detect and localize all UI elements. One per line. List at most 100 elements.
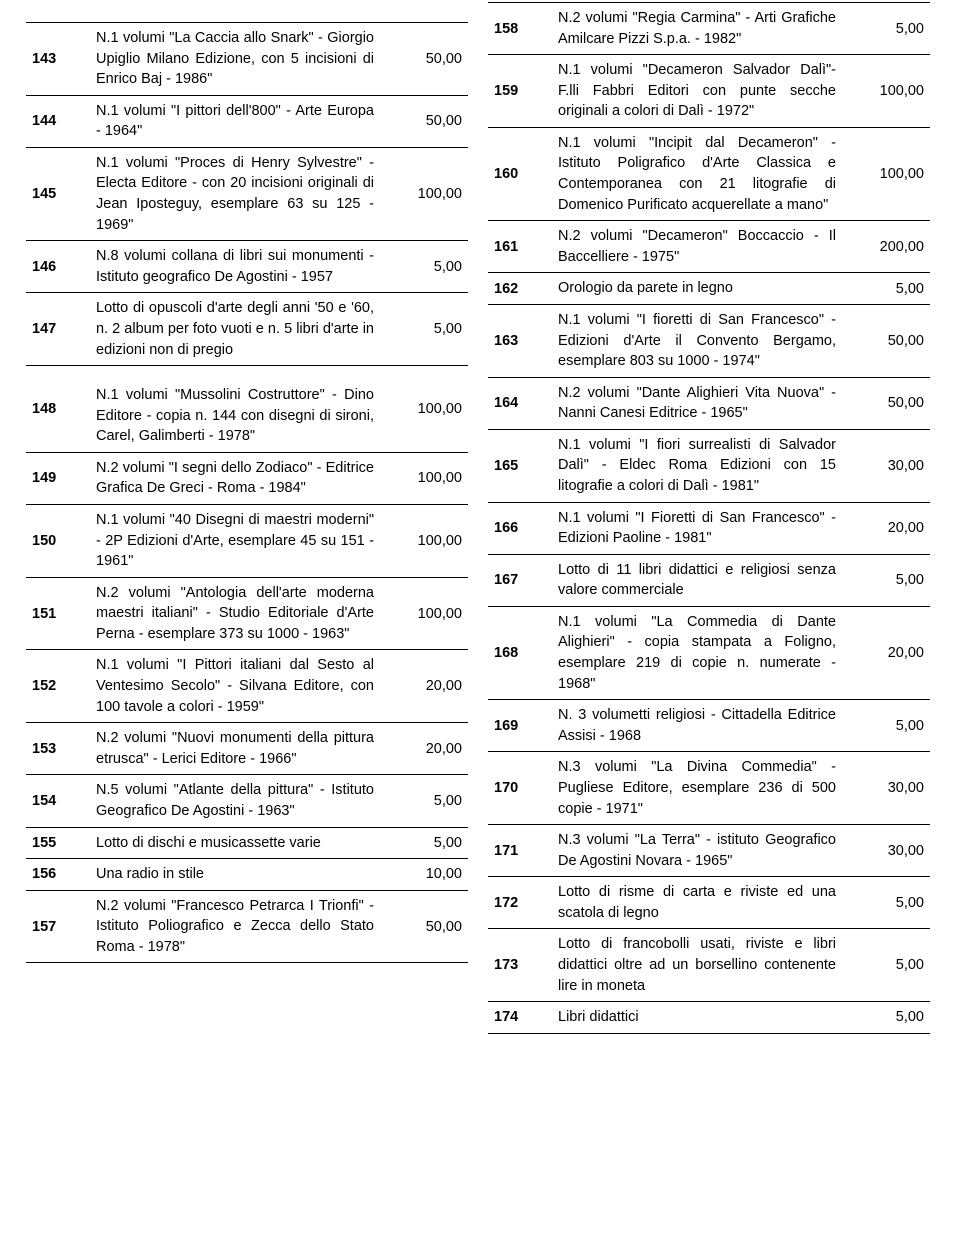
lot-price: 30,00: [842, 458, 930, 474]
lot-price: 5,00: [842, 21, 930, 37]
lot-price: 100,00: [380, 606, 468, 622]
lot-description: N.1 volumi "Proces di Henry Sylvestre" -…: [88, 151, 380, 237]
lot-number-cell: 147: [26, 321, 88, 337]
lot-price: 100,00: [380, 470, 468, 486]
lot-number-cell: 149: [26, 470, 88, 486]
lot-number-cell: 150: [26, 533, 88, 549]
lot-number-cell: 148: [26, 401, 88, 417]
lot-price: 20,00: [842, 645, 930, 661]
lot-row: 144 N.1 volumi "I pittori dell'800" - Art…: [26, 96, 468, 148]
lot-price: 100,00: [380, 401, 468, 417]
lot-description: N.1 volumi "La Commedia di Dante Alighie…: [550, 610, 842, 696]
lot-number-cell: 146: [26, 259, 88, 275]
lot-number: 169: [488, 718, 518, 734]
lot-description: N.2 volumi "Nuovi monumenti della pittur…: [88, 726, 380, 771]
lot-description: N.2 volumi "Dante Alighieri Vita Nuova" …: [550, 381, 842, 426]
lot-row: 148 N.1 volumi "Mussolini Costruttore" - …: [26, 366, 468, 453]
lot-number-cell: 144: [26, 113, 88, 129]
lot-description: N.1 volumi "La Caccia allo Snark" - Gior…: [88, 26, 380, 92]
lot-number-cell: 143: [26, 51, 88, 67]
lot-number-cell: 164: [488, 395, 550, 411]
lot-description: Libri didattici: [550, 1005, 842, 1030]
lot-row: 169 N. 3 volumetti religiosi - Cittadella…: [488, 700, 930, 752]
lot-row: 166N.1 volumi "I Fioretti di San Frances…: [488, 503, 930, 555]
lot-row: 174Libri didattici5,00: [488, 1002, 930, 1034]
lot-row: 164N.2 volumi "Dante Alighieri Vita Nuov…: [488, 378, 930, 430]
lot-description: N.2 volumi "Francesco Petrarca I Trionfi…: [88, 894, 380, 960]
lot-number: 157: [26, 919, 56, 935]
lot-number: 149: [26, 470, 56, 486]
lot-price: 100,00: [380, 186, 468, 202]
lot-row: 155 Lotto di dischi e musicassette varie5…: [26, 828, 468, 860]
lot-row: 172Lotto di risme di carta e riviste ed …: [488, 877, 930, 929]
lot-number: 148: [26, 401, 56, 417]
lot-description: N.1 volumi "40 Disegni di maestri modern…: [88, 508, 380, 574]
lot-number: 153: [26, 741, 56, 757]
lot-number-cell: 166: [488, 520, 550, 536]
lot-number-cell: 162: [488, 281, 550, 297]
lot-description: Lotto di risme di carta e riviste ed una…: [550, 880, 842, 925]
lot-row: 170N.3 volumi "La Divina Commedia" - Pug…: [488, 752, 930, 825]
lot-number-cell: 159: [488, 83, 550, 99]
lot-number-cell: 154: [26, 793, 88, 809]
lot-price: 20,00: [380, 678, 468, 694]
lot-number: 161: [488, 239, 518, 255]
lot-row: 159N.1 volumi "Decameron Salvador Dalì"-…: [488, 55, 930, 128]
lot-price: 5,00: [380, 259, 468, 275]
lot-number-cell: 156: [26, 866, 88, 882]
lot-price: 5,00: [380, 835, 468, 851]
lot-number: 150: [26, 533, 56, 549]
lot-description: Lotto di dischi e musicassette varie: [88, 831, 380, 856]
lot-number-cell: 163: [488, 333, 550, 349]
left-column: 143N.1 volumi "La Caccia allo Snark" - G…: [26, 22, 468, 963]
lot-number-cell: 165: [488, 458, 550, 474]
lot-number: 162: [488, 281, 518, 297]
right-column: 158N.2 volumi "Regia Carmina" - Arti Gra…: [488, 2, 930, 1034]
lot-description: N.1 volumi "Incipit dal Decameron" - Ist…: [550, 131, 842, 217]
lot-number-cell: 172: [488, 895, 550, 911]
lot-number: 147: [26, 321, 56, 337]
lot-number: 173: [488, 957, 518, 973]
lot-number-cell: 174: [488, 1009, 550, 1025]
lot-price: 100,00: [842, 166, 930, 182]
lot-row: 163 N.1 volumi "I fioretti di San Frances…: [488, 305, 930, 378]
lot-row: 162 Orologio da parete in legno5,00: [488, 273, 930, 305]
lot-description: N.1 volumi "Mussolini Costruttore" - Din…: [88, 369, 380, 449]
lot-description: N.1 volumi "I pittori dell'800" - Arte E…: [88, 99, 380, 144]
lot-number: 144: [26, 113, 56, 129]
lot-number-cell: 161: [488, 239, 550, 255]
lot-number-cell: 151: [26, 606, 88, 622]
lot-price: 50,00: [842, 333, 930, 349]
lot-price: 100,00: [380, 533, 468, 549]
lot-description: Lotto di opuscoli d'arte degli anni '50 …: [88, 296, 380, 362]
lot-number-cell: 153: [26, 741, 88, 757]
lot-number-cell: 167: [488, 572, 550, 588]
lot-price: 50,00: [380, 113, 468, 129]
lot-number: 158: [488, 21, 518, 37]
lot-price: 30,00: [842, 843, 930, 859]
lot-number: 145: [26, 186, 56, 202]
lot-description: N.1 volumi "I Pittori italiani dal Sesto…: [88, 653, 380, 719]
lot-number: 160: [488, 166, 518, 182]
lot-number-cell: 157: [26, 919, 88, 935]
lot-row: 149N.2 volumi "I segni dello Zodiaco" - …: [26, 453, 468, 505]
lot-number: 163: [488, 333, 518, 349]
lot-description: Orologio da parete in legno: [550, 276, 842, 301]
lot-number-cell: 160: [488, 166, 550, 182]
lot-description: N.8 volumi collana di libri sui monument…: [88, 244, 380, 289]
lot-price: 5,00: [842, 572, 930, 588]
lot-row: 145 N.1 volumi "Proces di Henry Sylvestre…: [26, 148, 468, 241]
lot-price: 20,00: [842, 520, 930, 536]
lot-description: N. 3 volumetti religiosi - Cittadella Ed…: [550, 703, 842, 748]
lot-description: Lotto di 11 libri didattici e religiosi …: [550, 558, 842, 603]
lot-row: 157 N.2 volumi "Francesco Petrarca I Trio…: [26, 891, 468, 964]
lot-number: 165: [488, 458, 518, 474]
lot-price: 5,00: [842, 281, 930, 297]
lot-number-cell: 152: [26, 678, 88, 694]
lot-row: 171N.3 volumi "La Terra" - istituto Geog…: [488, 825, 930, 877]
lot-number: 155: [26, 835, 56, 851]
lot-price: 5,00: [842, 1009, 930, 1025]
lot-description: N.1 volumi "I fioretti di San Francesco"…: [550, 308, 842, 374]
lot-price: 50,00: [380, 919, 468, 935]
lot-number: 168: [488, 645, 518, 661]
